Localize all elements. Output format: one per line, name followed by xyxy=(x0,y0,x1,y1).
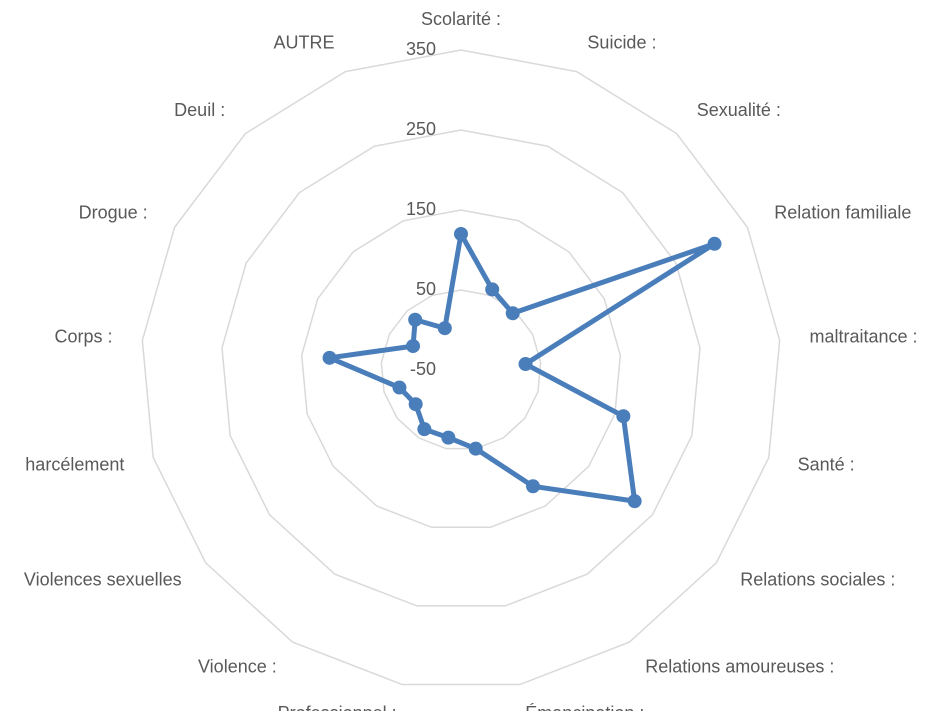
tick-label: -50 xyxy=(410,359,436,379)
data-point xyxy=(408,397,423,412)
data-point xyxy=(518,357,533,372)
category-label: Relations amoureuses : xyxy=(645,656,834,676)
tick-label: 150 xyxy=(406,199,436,219)
category-label: Corps : xyxy=(54,326,112,346)
category-label: Violence : xyxy=(198,656,277,676)
grid-ring xyxy=(141,49,781,686)
data-point xyxy=(392,380,407,395)
data-point xyxy=(707,236,722,251)
category-label: maltraitance : xyxy=(810,326,918,346)
tick-label: 250 xyxy=(406,119,436,139)
category-label: Relation familiale xyxy=(774,203,911,223)
data-point xyxy=(627,494,642,509)
grid-ring xyxy=(300,209,622,529)
category-label: Deuil : xyxy=(174,100,225,120)
data-point xyxy=(441,430,456,445)
category-label: Santé : xyxy=(798,455,855,475)
category-label: Scolarité : xyxy=(421,9,501,29)
data-point xyxy=(437,321,452,336)
data-point xyxy=(408,312,423,327)
category-label: harcélement xyxy=(25,455,124,475)
data-point xyxy=(417,422,432,437)
category-label: Suicide : xyxy=(587,32,656,52)
category-label: AUTRE xyxy=(274,32,335,52)
data-point xyxy=(322,350,337,365)
category-label: Drogue : xyxy=(79,203,148,223)
data-point xyxy=(505,306,520,321)
category-label: Relations sociales : xyxy=(740,570,895,590)
data-point xyxy=(454,227,468,241)
category-label: Sexualité : xyxy=(697,100,781,120)
tick-label: 50 xyxy=(416,279,436,299)
data-point xyxy=(406,339,421,354)
grid-ring xyxy=(221,129,701,607)
data-point xyxy=(485,282,500,297)
data-point xyxy=(616,409,631,424)
tick-label: 350 xyxy=(406,39,436,59)
category-label: Professionnel : xyxy=(278,703,397,711)
data-point xyxy=(526,479,541,494)
category-label: Violences sexuelles xyxy=(24,570,182,590)
grid-ring xyxy=(380,289,542,450)
data-point xyxy=(468,441,483,456)
category-label: Émancipation : xyxy=(525,703,644,711)
